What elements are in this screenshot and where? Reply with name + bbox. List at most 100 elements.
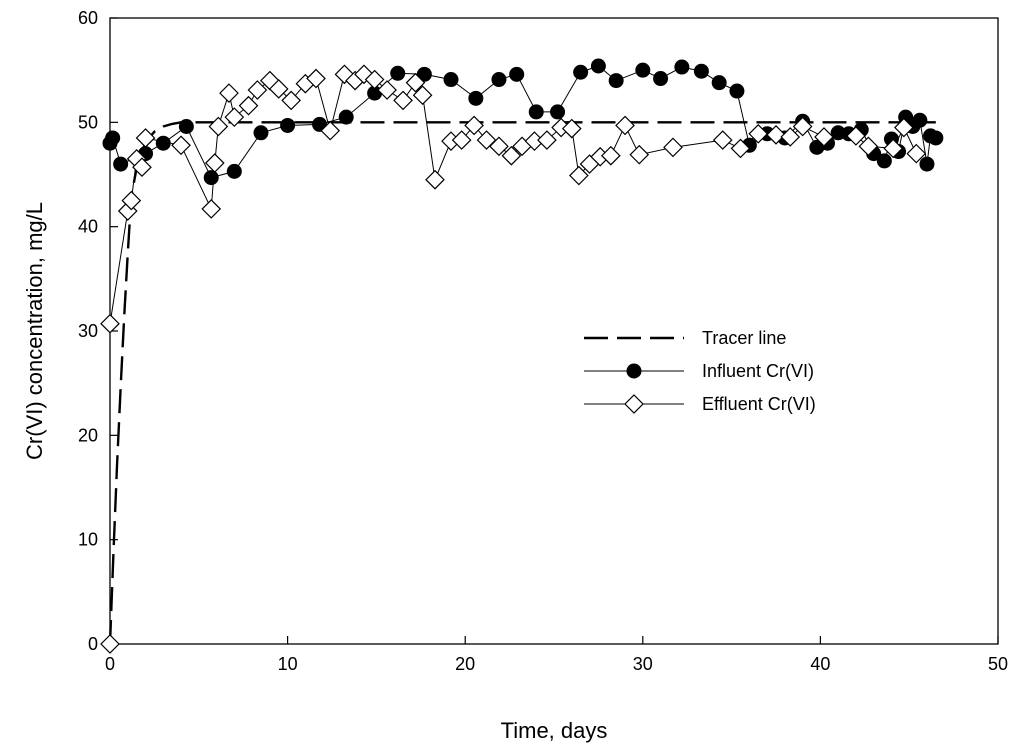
x-tick-label: 20 — [455, 654, 475, 674]
data-point-influent-cr-vi — [590, 58, 606, 74]
data-point-influent-cr-vi — [608, 73, 624, 89]
data-point-influent-cr-vi — [729, 83, 745, 99]
data-point-effluent-cr-vi — [306, 68, 326, 89]
data-point-effluent-cr-vi — [561, 118, 582, 139]
data-point-effluent-cr-vi — [100, 313, 120, 334]
data-point-effluent-cr-vi — [663, 137, 683, 158]
legend-label-tracer: Tracer line — [702, 328, 786, 348]
data-point-effluent-cr-vi — [171, 135, 191, 156]
data-point-influent-cr-vi — [550, 104, 566, 120]
data-point-effluent-cr-vi — [238, 95, 259, 116]
data-point-effluent-cr-vi — [204, 153, 225, 173]
legend-marker-effluent — [624, 394, 644, 414]
data-point-effluent-cr-vi — [268, 79, 289, 99]
data-point-effluent-cr-vi — [451, 130, 472, 150]
series-effluent-cr-vi — [100, 64, 927, 654]
y-axis-ticks: 0 10 20 30 40 50 60 — [78, 8, 118, 654]
data-point-influent-cr-vi — [528, 104, 544, 120]
data-point-influent-cr-vi — [635, 62, 651, 78]
data-point-influent-cr-vi — [919, 156, 935, 172]
x-axis-ticks: 0 10 20 30 40 50 — [105, 636, 1008, 674]
data-point-effluent-cr-vi — [730, 138, 751, 159]
data-point-influent-cr-vi — [711, 75, 727, 91]
data-point-effluent-cr-vi — [201, 199, 222, 219]
data-point-effluent-cr-vi — [425, 169, 445, 190]
series-line-tracer-line — [108, 121, 936, 645]
data-point-influent-cr-vi — [468, 90, 484, 106]
x-tick-label: 10 — [278, 654, 298, 674]
data-point-influent-cr-vi — [338, 109, 354, 125]
data-point-effluent-cr-vi — [615, 115, 635, 136]
x-tick-label: 30 — [633, 654, 653, 674]
x-axis-title: Time, days — [501, 718, 608, 743]
data-point-effluent-cr-vi — [489, 136, 509, 157]
y-tick-label: 30 — [78, 321, 98, 341]
legend-label-effluent: Effluent Cr(VI) — [702, 394, 816, 414]
data-point-influent-cr-vi — [653, 71, 669, 87]
data-point-influent-cr-vi — [105, 130, 121, 146]
data-point-effluent-cr-vi — [364, 69, 385, 90]
data-point-effluent-cr-vi — [780, 127, 801, 147]
data-point-effluent-cr-vi — [814, 127, 834, 147]
data-point-influent-cr-vi — [113, 156, 129, 172]
y-tick-label: 40 — [78, 217, 98, 237]
data-point-influent-cr-vi — [178, 119, 194, 135]
data-point-effluent-cr-vi — [883, 138, 904, 159]
data-point-effluent-cr-vi — [121, 190, 142, 211]
data-point-influent-cr-vi — [253, 125, 269, 141]
series-layer — [100, 58, 944, 654]
y-axis-title: Cr(VI) concentration, mg/L — [22, 202, 47, 460]
series-influent-cr-vi — [102, 58, 944, 186]
data-point-influent-cr-vi — [390, 65, 406, 81]
y-tick-label: 50 — [78, 112, 98, 132]
data-point-influent-cr-vi — [280, 117, 296, 133]
y-tick-label: 0 — [88, 634, 98, 654]
data-point-effluent-cr-vi — [846, 126, 866, 146]
data-point-effluent-cr-vi — [135, 128, 156, 148]
data-point-effluent-cr-vi — [224, 107, 245, 127]
series-tracer-line — [108, 121, 936, 645]
y-tick-label: 60 — [78, 8, 98, 28]
data-point-influent-cr-vi — [928, 130, 944, 146]
data-point-influent-cr-vi — [509, 66, 525, 82]
data-point-effluent-cr-vi — [320, 120, 341, 141]
data-point-influent-cr-vi — [876, 153, 892, 169]
data-point-effluent-cr-vi — [393, 90, 413, 111]
data-point-influent-cr-vi — [155, 135, 171, 151]
data-point-effluent-cr-vi — [405, 72, 426, 93]
y-tick-label: 20 — [78, 425, 98, 445]
data-point-effluent-cr-vi — [629, 144, 650, 165]
data-point-effluent-cr-vi — [247, 80, 268, 100]
data-point-effluent-cr-vi — [412, 85, 433, 106]
data-point-influent-cr-vi — [226, 163, 242, 179]
data-point-influent-cr-vi — [693, 63, 709, 79]
legend-label-influent: Influent Cr(VI) — [702, 361, 814, 381]
x-tick-label: 0 — [105, 654, 115, 674]
data-point-effluent-cr-vi — [100, 634, 120, 654]
data-point-effluent-cr-vi — [766, 125, 786, 145]
data-point-effluent-cr-vi — [792, 116, 813, 137]
x-tick-label: 40 — [810, 654, 830, 674]
x-tick-label: 50 — [988, 654, 1008, 674]
data-point-effluent-cr-vi — [208, 116, 229, 137]
data-point-influent-cr-vi — [491, 72, 507, 88]
data-point-influent-cr-vi — [203, 170, 219, 186]
data-point-effluent-cr-vi — [894, 117, 914, 138]
data-point-effluent-cr-vi — [464, 115, 484, 136]
data-point-effluent-cr-vi — [219, 83, 239, 103]
legend: Tracer line Influent Cr(VI) Effluent Cr(… — [584, 328, 816, 414]
legend-marker-influent — [626, 363, 642, 379]
y-tick-label: 10 — [78, 530, 98, 550]
data-point-effluent-cr-vi — [569, 165, 589, 186]
data-point-effluent-cr-vi — [537, 130, 557, 150]
data-point-effluent-cr-vi — [132, 157, 152, 178]
data-point-effluent-cr-vi — [748, 123, 769, 144]
data-point-influent-cr-vi — [912, 112, 928, 128]
data-point-effluent-cr-vi — [281, 90, 302, 111]
data-point-effluent-cr-vi — [712, 130, 733, 150]
data-point-influent-cr-vi — [674, 59, 690, 75]
data-point-effluent-cr-vi — [906, 143, 927, 164]
data-point-effluent-cr-vi — [377, 80, 397, 100]
data-point-effluent-cr-vi — [501, 145, 522, 166]
